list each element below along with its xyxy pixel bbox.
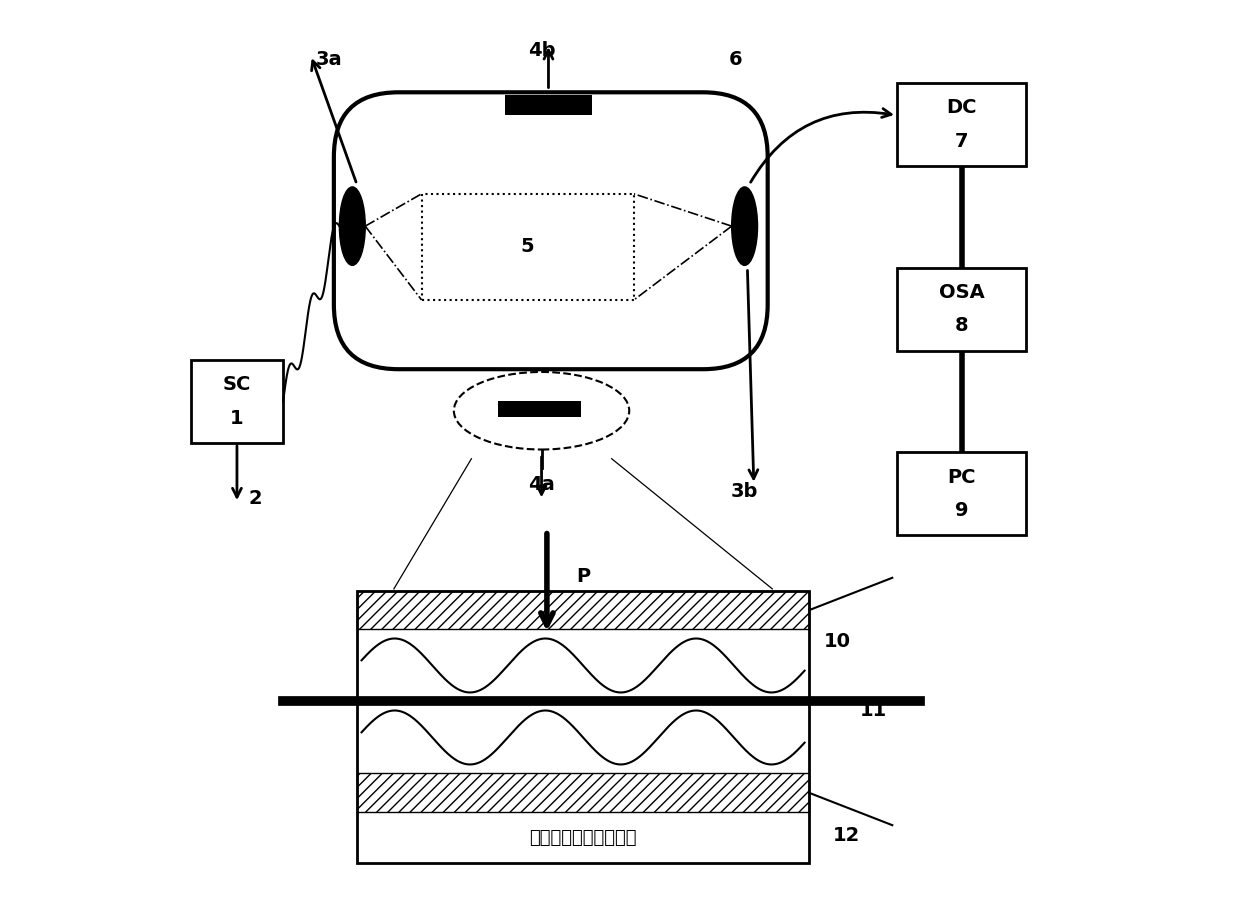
Text: 8: 8: [955, 317, 968, 335]
Text: 12: 12: [832, 826, 859, 845]
Text: P: P: [577, 568, 590, 586]
Text: 3b: 3b: [730, 482, 759, 500]
Text: 3a: 3a: [316, 51, 342, 69]
Bar: [505, 95, 593, 115]
Text: 6: 6: [729, 51, 743, 69]
Text: 4a: 4a: [528, 475, 556, 494]
Text: SC: SC: [223, 376, 252, 394]
Text: 4b: 4b: [528, 42, 556, 60]
Bar: [357, 591, 810, 863]
Text: 11: 11: [861, 701, 888, 720]
Bar: [357, 591, 810, 629]
FancyBboxPatch shape: [334, 92, 768, 369]
Ellipse shape: [454, 372, 629, 450]
Text: 5: 5: [521, 237, 534, 256]
Ellipse shape: [340, 187, 366, 266]
Bar: [191, 360, 283, 443]
Bar: [897, 452, 1027, 535]
Text: 7: 7: [955, 132, 968, 150]
Bar: [498, 401, 582, 417]
Text: 2: 2: [248, 489, 262, 508]
Text: 10: 10: [823, 632, 851, 651]
Bar: [357, 773, 810, 812]
Text: 1: 1: [231, 409, 244, 427]
Bar: [897, 268, 1027, 351]
Text: OSA: OSA: [939, 283, 985, 302]
Text: 9: 9: [955, 501, 968, 520]
Bar: [897, 83, 1027, 166]
Text: PC: PC: [947, 468, 976, 486]
Bar: [422, 194, 634, 300]
Text: 微弯结构传感局部放大: 微弯结构传感局部放大: [529, 829, 637, 846]
Ellipse shape: [732, 187, 758, 266]
Text: DC: DC: [946, 99, 977, 117]
